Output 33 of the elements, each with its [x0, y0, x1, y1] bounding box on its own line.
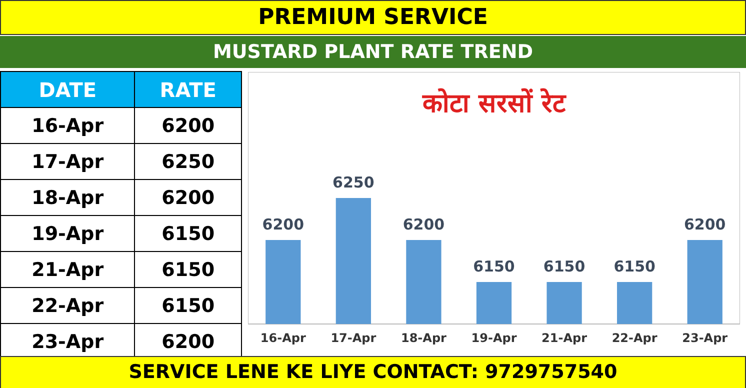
category-label: 17-Apr — [32, 150, 104, 172]
category-label: 22-Apr — [32, 294, 104, 316]
text: DATE — [0, 72, 135, 108]
data-label: 6150 — [543, 258, 586, 276]
x-tick-label: 17-Apr — [330, 331, 376, 345]
text: 6150 — [162, 294, 215, 316]
x-tick-label: 21-Apr — [542, 331, 588, 345]
text: 6150 — [162, 258, 215, 280]
chart-title: PREMIUM SERVICE — [0, 0, 746, 35]
x-tick-label: 16-Apr — [260, 331, 306, 345]
x-tick-label: 19-Apr — [471, 331, 517, 345]
category-label: 18-Apr — [32, 186, 104, 208]
data-label: 6150 — [614, 258, 656, 276]
text: 6200 — [162, 186, 215, 208]
data-label: 6250 — [332, 174, 374, 192]
x-tick-label: 23-Apr — [682, 331, 728, 345]
data-label: 6200 — [684, 216, 726, 234]
text: 6150 — [162, 222, 215, 244]
category-label: 19-Apr — [32, 222, 104, 244]
data-label: 6200 — [402, 216, 445, 234]
x-tick-label: 22-Apr — [612, 331, 658, 345]
category-label: 16-Apr — [32, 114, 104, 136]
x-tick-label: 18-Apr — [400, 331, 447, 345]
text: 6250 — [162, 150, 215, 172]
text: 6200 — [162, 330, 215, 352]
chart-subtitle: MUSTARD PLANT RATE TREND — [0, 36, 746, 68]
category-label: 21-Apr — [32, 258, 104, 280]
text: 6200 — [162, 114, 215, 136]
data-label: 6150 — [473, 258, 515, 276]
text: SERVICE LENE KE LIYE CONTACT: 9729757540 — [0, 356, 746, 388]
text: RATE — [134, 72, 242, 108]
annotation: कोटा सरसों रेट — [421, 87, 568, 120]
data-label: 6200 — [262, 216, 304, 234]
